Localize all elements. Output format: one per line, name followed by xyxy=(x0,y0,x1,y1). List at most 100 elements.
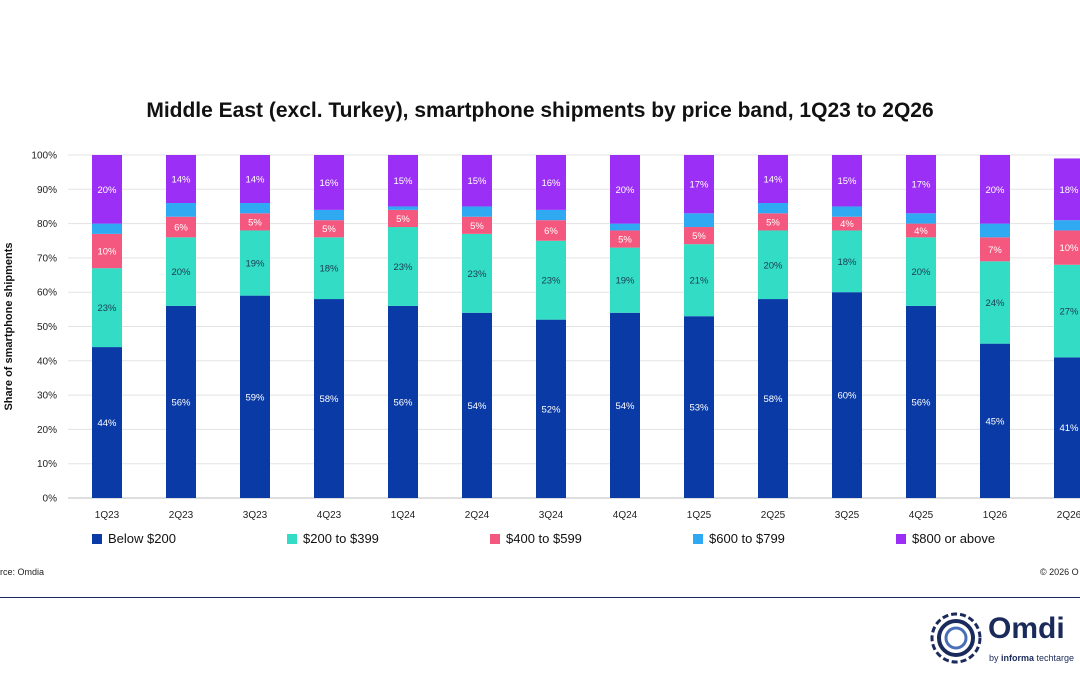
bar-segment xyxy=(388,155,418,207)
data-label: 44% xyxy=(97,418,117,429)
bar-segment xyxy=(92,268,122,348)
data-label: 60% xyxy=(837,391,857,402)
bar-segment xyxy=(240,213,270,231)
bar-segment xyxy=(1054,220,1080,231)
data-label: 5% xyxy=(766,217,780,228)
data-label: 20% xyxy=(985,185,1005,196)
data-label: 15% xyxy=(837,176,857,187)
bar-segment xyxy=(758,230,788,300)
bar-segment xyxy=(92,155,122,224)
omdia-logo-word: Omdi xyxy=(988,612,1065,645)
bar-segment xyxy=(314,299,344,498)
y-axis-label: Share of smartphone shipments xyxy=(3,242,15,410)
data-label: 58% xyxy=(319,394,339,405)
data-label: 6% xyxy=(174,223,188,234)
footer-divider xyxy=(0,597,1080,598)
data-label: 19% xyxy=(245,259,265,270)
x-tick-label: 1Q24 xyxy=(391,510,416,521)
data-label: 18% xyxy=(1059,185,1079,196)
data-label: 56% xyxy=(911,397,931,408)
bar-segment xyxy=(536,155,566,210)
bar-segment xyxy=(906,305,936,498)
bar-segment xyxy=(388,209,418,228)
x-tick-label: 1Q26 xyxy=(983,510,1008,521)
bar-segment xyxy=(92,233,122,269)
bar-segment xyxy=(1054,264,1080,358)
y-tick-label: 80% xyxy=(37,219,57,230)
bar-segment xyxy=(462,312,492,498)
bar-segment xyxy=(536,209,566,221)
y-tick-label: 90% xyxy=(37,185,57,196)
bar-segment xyxy=(610,230,640,248)
legend-swatch xyxy=(693,533,703,544)
bar-segment xyxy=(240,203,270,214)
bar-segment xyxy=(980,261,1010,344)
chart-title: Middle East (excl. Turkey), smartphone s… xyxy=(146,99,934,122)
data-label: 53% xyxy=(689,403,709,414)
data-label: 5% xyxy=(248,217,262,228)
bar-segment xyxy=(314,155,344,210)
bar-segment xyxy=(832,206,862,217)
data-label: 5% xyxy=(470,221,484,232)
y-tick-label: 30% xyxy=(37,391,57,402)
data-label: 6% xyxy=(544,226,558,237)
bar-segment xyxy=(610,312,640,498)
data-label: 58% xyxy=(763,394,783,405)
x-tick-label: 1Q23 xyxy=(95,510,120,521)
data-label: 5% xyxy=(692,231,706,242)
data-label: 27% xyxy=(1059,307,1079,318)
bar-segment xyxy=(536,240,566,320)
data-label: 56% xyxy=(393,397,413,408)
legend-item: $800 or above xyxy=(896,531,995,546)
data-label: 56% xyxy=(171,397,191,408)
bar-segment xyxy=(240,155,270,204)
bar-segment xyxy=(1054,158,1080,221)
data-label: 17% xyxy=(689,180,709,191)
legend-swatch xyxy=(287,533,297,544)
bar-segment xyxy=(388,305,418,498)
data-label: 5% xyxy=(396,214,410,225)
bar-segment xyxy=(758,299,788,498)
y-tick-label: 60% xyxy=(37,288,57,299)
data-label: 59% xyxy=(245,392,265,403)
bar-segment xyxy=(906,213,936,224)
data-label: 14% xyxy=(763,175,783,186)
data-label: 14% xyxy=(245,175,265,186)
data-label: 19% xyxy=(615,276,635,287)
data-label: 16% xyxy=(319,178,339,189)
x-tick-label: 4Q25 xyxy=(909,510,934,521)
data-label: 4% xyxy=(840,219,854,230)
data-label: 5% xyxy=(618,235,632,246)
bar-segment xyxy=(166,305,196,498)
data-label: 23% xyxy=(97,303,117,314)
data-label: 15% xyxy=(467,176,487,187)
data-label: 10% xyxy=(1059,243,1079,254)
bar-segment xyxy=(388,206,418,210)
x-tick-label: 3Q24 xyxy=(539,510,564,521)
bar-segment xyxy=(536,319,566,498)
x-tick-label: 2Q25 xyxy=(761,510,786,521)
bar-segment xyxy=(980,343,1010,498)
legend-label: Below $200 xyxy=(108,531,176,546)
legend-label: $600 to $799 xyxy=(709,531,785,546)
bar-segment xyxy=(980,237,1010,262)
x-tick-label: 3Q25 xyxy=(835,510,860,521)
data-label: 23% xyxy=(393,262,413,273)
bar-segment xyxy=(980,155,1010,224)
bar-segment xyxy=(610,247,640,313)
bar-segment xyxy=(832,216,862,231)
bar-segment xyxy=(906,155,936,214)
y-tick-label: 70% xyxy=(37,253,57,264)
y-tick-label: 10% xyxy=(37,459,57,470)
bar-segment xyxy=(314,220,344,238)
bar-segment xyxy=(92,347,122,498)
bar-segment xyxy=(684,316,714,498)
bar-segment xyxy=(684,155,714,214)
bar-segment xyxy=(980,223,1010,238)
bar-segment xyxy=(536,220,566,241)
bar-segment xyxy=(166,203,196,217)
bar-segment xyxy=(388,227,418,306)
data-label: 41% xyxy=(1059,423,1079,434)
data-label: 21% xyxy=(689,276,709,287)
bar-segment xyxy=(462,155,492,207)
